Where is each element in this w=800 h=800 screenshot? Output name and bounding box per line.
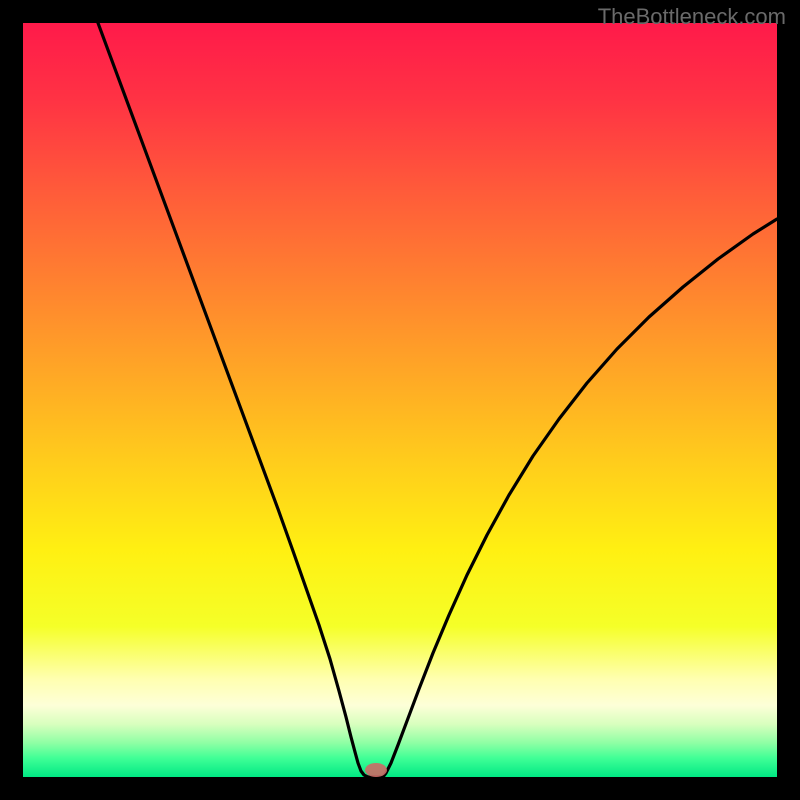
- chart-svg: [23, 23, 777, 777]
- gradient-background: [23, 23, 777, 777]
- chart-plot-area: [23, 23, 777, 777]
- optimal-point-marker: [365, 763, 387, 777]
- watermark-text: TheBottleneck.com: [598, 4, 786, 30]
